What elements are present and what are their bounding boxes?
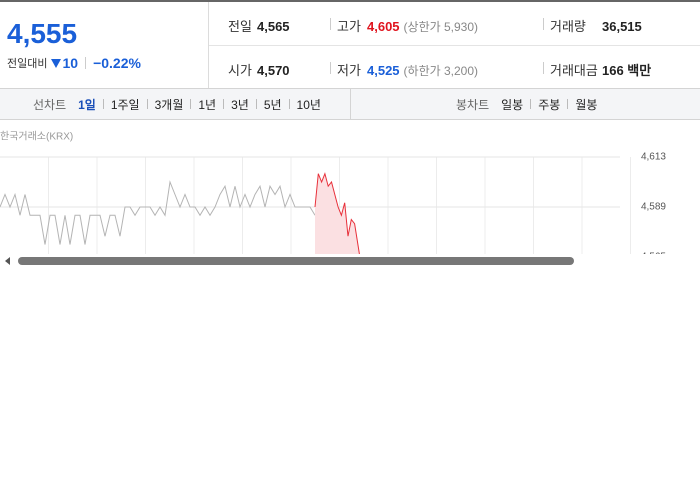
change-label: 전일대비 <box>7 58 48 70</box>
tab[interactable]: 월봉 <box>575 97 598 112</box>
line <box>314 172 361 256</box>
y-tick-label: 4,589 <box>641 202 666 213</box>
tab[interactable]: 주봉 <box>538 97 561 112</box>
tab-group-label: 선차트 <box>33 97 67 112</box>
stat-value: 36,515 <box>602 19 642 34</box>
scroll-left[interactable] <box>5 257 10 265</box>
change-row: 전일대비 10 −0.22% <box>7 55 141 71</box>
stat-label: 고가 <box>337 19 361 34</box>
candle-tabs: 봉차트 일봉 주봉 월봉 <box>456 89 597 119</box>
stat: 시가 4,570 <box>228 60 290 79</box>
stat: 고가 4,605 (상한가 5,930) <box>337 16 478 35</box>
change-rate: −0.22% <box>93 55 141 71</box>
quote-box: 4,555 전일대비 10 −0.22% <box>0 2 209 88</box>
y-tick-label: 4,613 <box>641 152 666 163</box>
line <box>0 180 316 245</box>
price: 4,555 <box>7 18 78 49</box>
stat-label: 거래량 <box>550 19 586 34</box>
stat-value: 4,525 <box>367 63 400 78</box>
tab[interactable]: 1주일 <box>110 97 140 112</box>
stat-value: 4,565 <box>257 19 290 34</box>
stat-value: 4,570 <box>257 63 290 78</box>
stat: 저가 4,525 (하한가 3,200) <box>337 60 478 79</box>
stat-value: 166 백만 <box>602 63 652 78</box>
chart: 한국거래소(KRX) 4,613 4,589 4,565 <box>0 131 700 270</box>
tab[interactable]: 5년 <box>263 97 282 112</box>
tab[interactable]: 일봉 <box>501 97 524 112</box>
tab-group-label: 봉차트 <box>456 97 490 112</box>
stat-label: 전일 <box>228 19 252 34</box>
stat-label: 시가 <box>228 63 252 78</box>
tab[interactable]: 3년 <box>231 97 249 112</box>
stat-label: 저가 <box>337 63 361 78</box>
tab[interactable]: 10년 <box>296 97 321 112</box>
quote-panel: 4,555 전일대비 10 −0.22% 전일 4,565 고가 4,605 (상한가 … <box>0 0 700 88</box>
scrollbar-thumb[interactable] <box>18 257 574 265</box>
stat-label: 거래대금 <box>550 63 598 78</box>
stat-note: (하한가 3,200) <box>403 64 479 78</box>
down-icon <box>51 58 62 68</box>
stat: 전일 4,565 <box>228 16 290 35</box>
tab[interactable]: 1년 <box>198 97 217 112</box>
y-tick-label: 4,565 <box>641 252 666 263</box>
stat-value: 4,605 <box>367 19 400 34</box>
tab-bar: 선차트 1일 1주일 3개월 1년 3년 5년 10년 봉차트 일봉 주봉 월봉 <box>0 88 700 120</box>
line-tabs: 선차트 1일 1주일 3개월 1년 3년 5년 10년 <box>33 89 321 119</box>
tab[interactable]: 3개월 <box>154 97 184 112</box>
source: 한국거래소(KRX) <box>0 131 73 143</box>
change: 10 <box>62 55 79 71</box>
stat-note: (상한가 5,930) <box>403 20 479 34</box>
stat: 거래대금 166 백만 <box>550 60 651 79</box>
stat: 거래량 36,515 <box>550 16 642 35</box>
tab[interactable]: 1일 <box>78 97 96 112</box>
